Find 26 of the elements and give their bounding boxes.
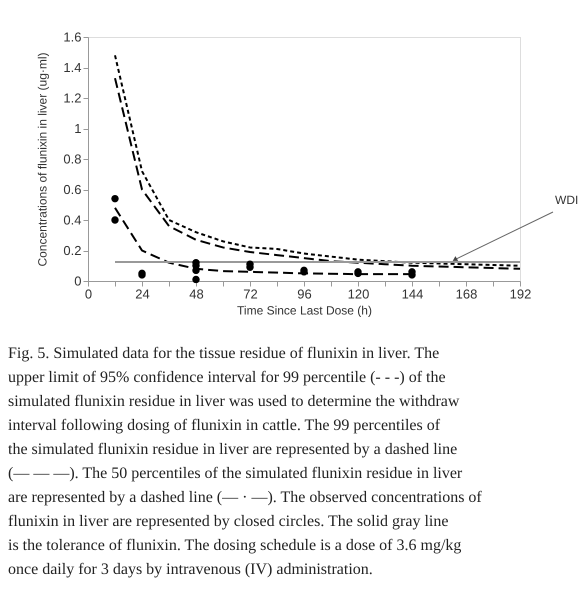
y-tick-label: 0.2 <box>63 243 82 258</box>
y-axis-title: Concentrations of flunixin in liver (ug·ml) <box>35 52 50 267</box>
point <box>111 194 119 202</box>
x-tick-label: 48 <box>189 286 204 302</box>
x-tick-label: 192 <box>510 286 532 302</box>
point <box>111 216 119 224</box>
x-tick-label: 24 <box>135 286 150 302</box>
x-tick-label: 144 <box>402 286 424 302</box>
y-tick-label: 0.6 <box>63 182 82 197</box>
point <box>192 276 200 284</box>
x-axis-title: Time Since Last Dose (h) <box>237 304 372 318</box>
x-tick-label: 120 <box>348 286 370 302</box>
x-tick-label: 0 <box>84 286 92 302</box>
y-tick-label: 1.2 <box>63 90 82 106</box>
y-tick-label: 0.4 <box>63 212 82 228</box>
y-tick-label: 0 <box>74 274 82 288</box>
y-tick-label: 1.6 <box>63 30 82 44</box>
x-tick-label: 168 <box>456 286 478 302</box>
x-tick-label: 72 <box>243 286 258 302</box>
point <box>192 266 200 274</box>
x-tick-label: 96 <box>297 286 312 302</box>
text: Fig. 5. Simulated data for the tissue residue of flunixin in liver. The upper limit of 95% confidence interval for 99 percentile (- - -) of the simulated flunixin residue in liver was used to determine the withdraw interval following dosing of flunixin in cattle. The 99 percentiles of the simulated flunixin residue in liver are represented by a dashed line (— — —). The 50 percentiles of the simulated flunixin residue in liver are represented by a dashed line (— · —). The observed concentrations of flunixin in liver are represented by closed circles. The solid gray line is the tolerance of flunixin. The dosing schedule is a dose of 3.6 mg/kg once daily for 3 days by intravenous (IV) administration. <box>8 345 482 578</box>
annotation: WDI <box>555 193 578 207</box>
y-tick-label: 1 <box>74 121 82 136</box>
y-tick-label: 0.8 <box>63 152 82 166</box>
y-tick-label: 1.4 <box>63 60 82 75</box>
